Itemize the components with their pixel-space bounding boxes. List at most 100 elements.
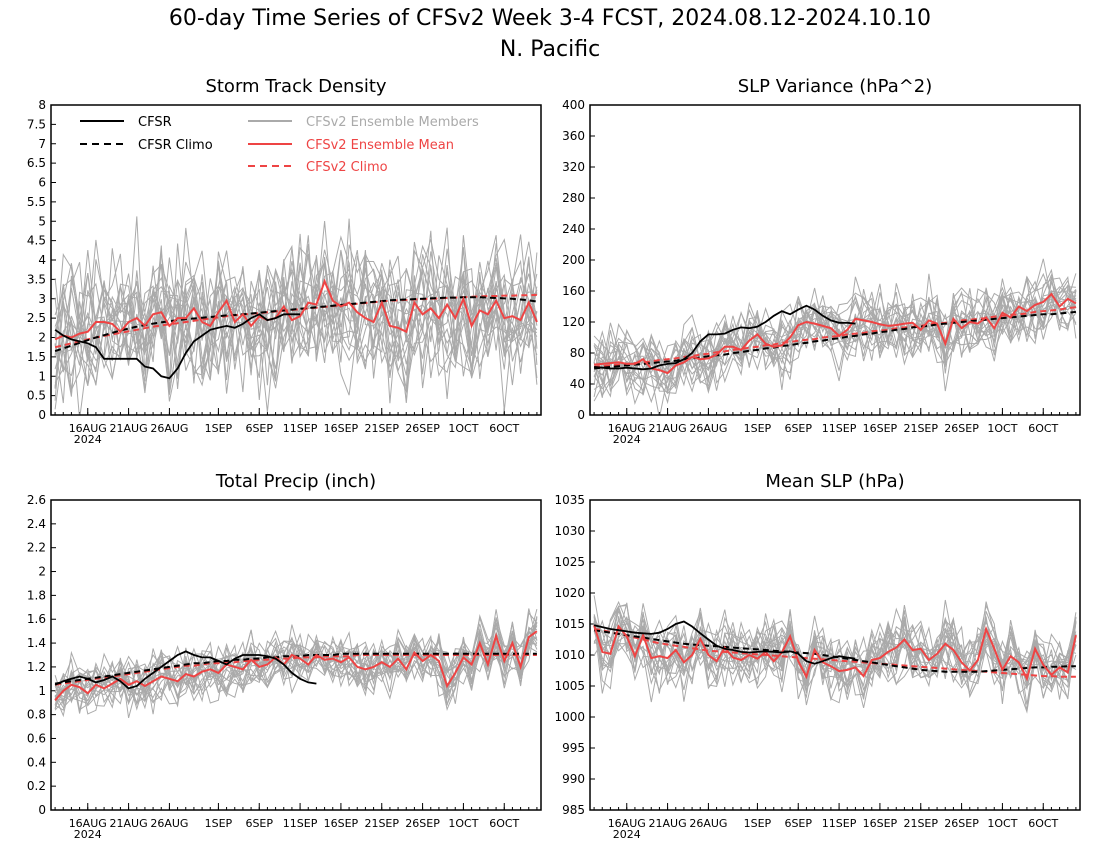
x-tick-label: 21AUG <box>649 422 687 435</box>
x-tick-label: 16AUG <box>608 817 646 830</box>
y-tick-label: 0.5 <box>27 389 46 403</box>
cfsr-line <box>593 620 856 665</box>
x-tick-label: 1OCT <box>987 817 1017 830</box>
x-year-label: 2024 <box>613 433 641 446</box>
y-tick-label: 3 <box>38 292 46 306</box>
x-tick-label: 26SEP <box>944 817 979 830</box>
ensemble-member-line <box>54 618 538 711</box>
ensemble-member-line <box>54 235 538 404</box>
y-tick-label: 1030 <box>554 524 585 538</box>
y-tick-label: 1 <box>38 684 46 698</box>
y-tick-label: 1035 <box>554 493 585 507</box>
y-tick-label: 2 <box>38 331 46 345</box>
plot-frame <box>50 104 542 416</box>
ensemble-member-line <box>593 273 1077 405</box>
y-tick-label: 0.2 <box>27 779 46 793</box>
panel-title: SLP Variance (hPa^2) <box>738 76 933 97</box>
y-tick-label: 1025 <box>554 555 585 569</box>
x-tick-label: 16AUG <box>69 422 107 435</box>
y-tick-label: 0.6 <box>27 731 46 745</box>
y-tick-label: 985 <box>562 803 585 817</box>
x-tick-label: 11SEP <box>822 422 857 435</box>
y-tick-label: 1.8 <box>27 588 46 602</box>
x-tick-label: 21AUG <box>649 817 687 830</box>
ensemble-member-line <box>54 608 538 719</box>
y-tick-label: 1005 <box>554 679 585 693</box>
ensemble-member-line <box>54 241 538 386</box>
y-tick-label: 4.5 <box>27 234 46 248</box>
y-tick-label: 1000 <box>554 710 585 724</box>
y-tick-label: 400 <box>562 98 585 112</box>
y-tick-label: 0 <box>577 408 585 422</box>
x-tick-label: 21SEP <box>364 817 399 830</box>
y-tick-label: 8 <box>38 98 46 112</box>
ensemble-member-line <box>593 605 1077 703</box>
y-tick-label: 2.5 <box>27 311 46 325</box>
figure-subtitle: N. Pacific <box>500 37 600 62</box>
ensemble-member-line <box>54 235 538 404</box>
x-tick-label: 1OCT <box>987 422 1017 435</box>
y-tick-label: 3.5 <box>27 272 46 286</box>
ensemble-mean-line <box>54 278 538 341</box>
x-tick-label: 6SEP <box>245 422 273 435</box>
x-tick-label: 21SEP <box>903 817 938 830</box>
y-tick-label: 80 <box>570 346 585 360</box>
ensemble-member-line <box>54 614 538 715</box>
y-tick-label: 1.4 <box>27 636 46 650</box>
y-tick-label: 0 <box>38 803 46 817</box>
ensemble-mean-line <box>593 624 1077 682</box>
y-tick-label: 2.2 <box>27 541 46 555</box>
ensemble-member-line <box>54 244 538 389</box>
x-tick-label: 1SEP <box>744 817 772 830</box>
x-year-label: 2024 <box>613 828 641 841</box>
y-tick-label: 6.5 <box>27 156 46 170</box>
y-tick-label: 320 <box>562 160 585 174</box>
legend-cfsr-label: CFSR <box>138 115 172 130</box>
y-tick-label: 1.2 <box>27 660 46 674</box>
y-tick-label: 160 <box>562 284 585 298</box>
x-tick-label: 1OCT <box>448 422 478 435</box>
x-tick-label: 26SEP <box>944 422 979 435</box>
ensemble-member-line <box>593 276 1077 392</box>
plot-frame <box>589 104 1081 416</box>
x-tick-label: 11SEP <box>283 422 318 435</box>
ensemble-mean-line <box>594 292 1077 375</box>
y-tick-label: 120 <box>562 315 585 329</box>
x-tick-label: 16SEP <box>324 422 359 435</box>
panel-2: SLP Variance (hPa^2) 0 40 80 120 160 200 240 280… <box>562 76 1081 446</box>
ensemble-member-line <box>593 291 1077 397</box>
x-tick-label: 26AUG <box>689 422 727 435</box>
ensemble-mean-line <box>54 630 538 701</box>
y-tick-label: 240 <box>562 222 585 236</box>
cfsr-climo-line <box>54 296 538 353</box>
y-tick-label: 0.8 <box>27 708 46 722</box>
x-tick-label: 21AUG <box>110 422 148 435</box>
x-year-label: 2024 <box>74 433 102 446</box>
y-tick-label: 200 <box>562 253 585 267</box>
x-tick-label: 6OCT <box>1028 422 1058 435</box>
x-tick-label: 16SEP <box>863 422 898 435</box>
x-tick-label: 26AUG <box>689 817 727 830</box>
y-tick-label: 4 <box>38 253 46 267</box>
y-tick-label: 0.4 <box>27 755 46 769</box>
ensemble-member-line <box>55 623 538 704</box>
x-tick-label: 21SEP <box>364 422 399 435</box>
cfsr-line <box>54 650 317 690</box>
x-tick-label: 6SEP <box>784 817 812 830</box>
x-tick-label: 16SEP <box>324 817 359 830</box>
panel-4: Mean SLP (hPa) 985 990 995 1000 1005 1010 1015 1… <box>554 471 1081 841</box>
y-tick-label: 995 <box>562 741 585 755</box>
y-tick-label: 0 <box>38 408 46 422</box>
legend-cfsv2-climo-label: CFSv2 Climo <box>306 160 388 175</box>
x-tick-label: 6OCT <box>489 817 519 830</box>
x-tick-label: 1SEP <box>205 817 233 830</box>
ensemble-member-line <box>593 602 1077 700</box>
ensemble-member-line <box>593 617 1077 714</box>
cfsr-climo-line <box>594 310 1076 370</box>
x-tick-label: 6SEP <box>784 422 812 435</box>
y-tick-label: 280 <box>562 191 585 205</box>
x-tick-label: 6OCT <box>489 422 519 435</box>
y-tick-label: 1 <box>38 369 46 383</box>
y-tick-label: 1.5 <box>27 350 46 364</box>
y-tick-label: 1.6 <box>27 612 46 626</box>
